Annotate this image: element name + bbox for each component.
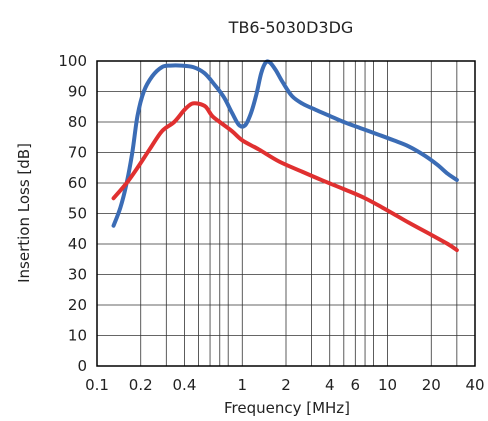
x-tick-label: 0.2 [129,376,153,394]
series-line-0 [111,59,459,228]
x-tick-label: 20 [422,376,441,394]
chart-title: TB6-5030D3DG [228,18,354,37]
x-tick-label: 2 [281,376,291,394]
x-tick-label: 6 [351,376,361,394]
series-group [111,59,459,253]
y-axis-label: Insertion Loss [dB] [15,143,33,283]
x-tick-label: 40 [465,376,484,394]
x-tick-labels: 0.1 0.2 0.4 1 2 4 6 10 20 40 [85,376,484,394]
y-tick-label: 80 [68,113,87,131]
x-tick-label: 1 [237,376,247,394]
x-tick-label: 4 [325,376,335,394]
y-tick-label: 30 [68,266,87,284]
x-tick-label: 0.1 [85,376,109,394]
grid [96,60,476,367]
y-tick-label: 20 [68,296,87,314]
plot-frame [96,60,476,367]
y-tick-label: 60 [68,174,87,192]
y-tick-labels: 0 10 20 30 40 50 60 70 80 90 100 [58,52,87,375]
y-tick-label: 10 [68,327,87,345]
x-tick-label: 0.4 [173,376,197,394]
y-tick-label: 100 [58,52,87,70]
y-tick-label: 70 [68,144,87,162]
y-tick-label: 0 [77,357,87,375]
y-tick-label: 90 [68,83,87,101]
x-axis-label: Frequency [MHz] [224,399,350,417]
y-tick-label: 40 [68,235,87,253]
y-tick-label: 50 [68,205,87,223]
series-line-1 [111,101,459,253]
x-tick-label: 10 [378,376,397,394]
